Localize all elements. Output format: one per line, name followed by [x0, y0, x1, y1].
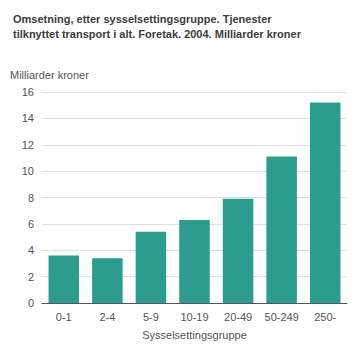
svg-text:10-19: 10-19 — [180, 311, 208, 323]
svg-text:0: 0 — [28, 297, 34, 309]
svg-text:14: 14 — [22, 112, 34, 124]
svg-text:Milliarder kroner: Milliarder kroner — [10, 69, 89, 81]
svg-text:6: 6 — [28, 218, 34, 230]
svg-text:tilknyttet transport i alt. Fo: tilknyttet transport i alt. Foretak. 200… — [13, 28, 302, 40]
svg-text:12: 12 — [22, 139, 34, 151]
svg-text:0-1: 0-1 — [56, 311, 72, 323]
svg-text:Omsetning, etter sysselsetting: Omsetning, etter sysselsettingsgruppe. T… — [13, 13, 272, 25]
svg-text:16: 16 — [22, 86, 34, 98]
svg-text:4: 4 — [28, 244, 34, 256]
svg-text:2: 2 — [28, 271, 34, 283]
svg-text:Sysselsettingsgruppe: Sysselsettingsgruppe — [142, 329, 247, 341]
svg-text:5-9: 5-9 — [143, 311, 159, 323]
svg-text:50-249: 50-249 — [265, 311, 299, 323]
svg-text:250-: 250- — [314, 311, 336, 323]
svg-text:8: 8 — [28, 192, 34, 204]
svg-text:20-49: 20-49 — [224, 311, 252, 323]
svg-text:2-4: 2-4 — [99, 311, 115, 323]
svg-text:10: 10 — [22, 165, 34, 177]
